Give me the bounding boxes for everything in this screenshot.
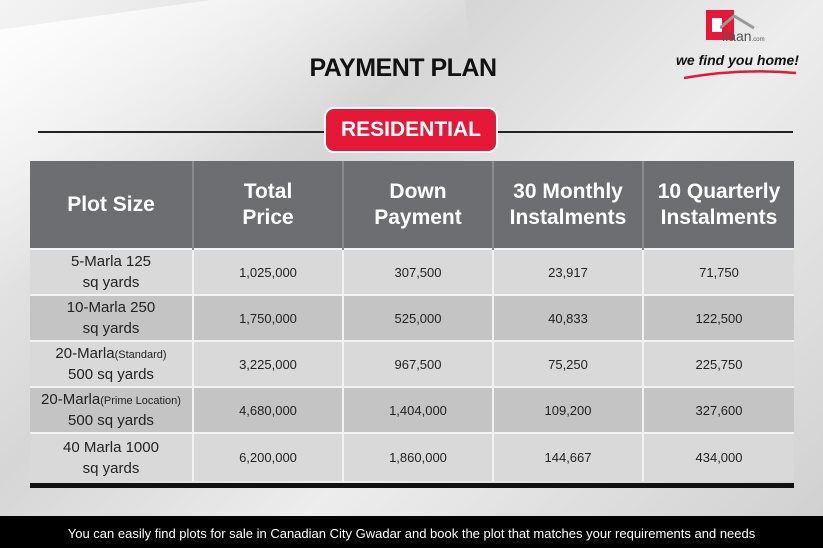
header-monthly-instalments: 30 Monthly Instalments xyxy=(493,161,644,249)
total-price-cell: 4,680,000 xyxy=(193,386,344,433)
quarterly-cell: 71,750 xyxy=(643,248,794,295)
total-price-cell: 6,200,000 xyxy=(193,432,344,481)
table-row: 10-Marla 250 sq yards 1,750,000 525,000 4… xyxy=(30,294,794,341)
category-badge: RESIDENTIAL xyxy=(326,109,496,151)
header-down-payment: Down Payment xyxy=(343,161,494,249)
logo-tagline: we find you home! xyxy=(676,52,799,68)
swoosh-icon xyxy=(683,70,797,80)
plot-size-cell: 5-Marla 125 sq yards xyxy=(30,248,194,295)
roof-icon xyxy=(720,14,755,30)
down-payment-cell: 1,404,000 xyxy=(343,386,494,433)
header-total-price: Total Price xyxy=(193,161,344,249)
quarterly-cell: 122,500 xyxy=(643,294,794,341)
logo-word: ilaan.com xyxy=(722,28,765,44)
plot-size-cell: 20-Marla(Prime Location) 500 sq yards xyxy=(30,386,194,433)
plot-size-cell: 10-Marla 250 sq yards xyxy=(30,294,194,341)
table-row: 40 Marla 1000 sq yards 6,200,000 1,860,00… xyxy=(30,432,794,481)
header-plot-size: Plot Size xyxy=(30,161,194,249)
down-payment-cell: 307,500 xyxy=(343,248,494,295)
table-header-row: Plot Size Total Price Down Payment 30 Mont… xyxy=(30,161,794,249)
total-price-cell: 3,225,000 xyxy=(193,340,344,387)
monthly-cell: 40,833 xyxy=(493,294,644,341)
header-quarterly-instalments: 10 Quarterly Instalments xyxy=(643,161,794,249)
quarterly-cell: 225,750 xyxy=(643,340,794,387)
table-row: 20-Marla(Standard) 500 sq yards 3,225,000… xyxy=(30,340,794,387)
total-price-cell: 1,750,000 xyxy=(193,294,344,341)
total-price-cell: 1,025,000 xyxy=(193,248,344,295)
down-payment-cell: 1,860,000 xyxy=(343,432,494,481)
house-icon xyxy=(706,10,734,40)
table-bottom-border xyxy=(30,483,794,488)
payment-plan-table: Plot Size Total Price Down Payment 30 Mont… xyxy=(30,161,794,481)
monthly-cell: 23,917 xyxy=(493,248,644,295)
quarterly-cell: 327,600 xyxy=(643,386,794,433)
table-row: 20-Marla(Prime Location) 500 sq yards 4,6… xyxy=(30,386,794,433)
page-title: PAYMENT PLAN xyxy=(309,54,497,82)
monthly-cell: 109,200 xyxy=(493,386,644,433)
quarterly-cell: 434,000 xyxy=(643,432,794,481)
monthly-cell: 144,667 xyxy=(493,432,644,481)
plot-size-cell: 40 Marla 1000 sq yards xyxy=(30,432,194,481)
down-payment-cell: 967,500 xyxy=(343,340,494,387)
ilaan-logo[interactable]: ilaan.com we find you home! xyxy=(676,10,806,80)
footer-banner: You can easily find plots for sale in Ca… xyxy=(0,516,823,548)
monthly-cell: 75,250 xyxy=(493,340,644,387)
table-row: 5-Marla 125 sq yards 1,025,000 307,500 23… xyxy=(30,248,794,295)
down-payment-cell: 525,000 xyxy=(343,294,494,341)
plot-size-cell: 20-Marla(Standard) 500 sq yards xyxy=(30,340,194,387)
